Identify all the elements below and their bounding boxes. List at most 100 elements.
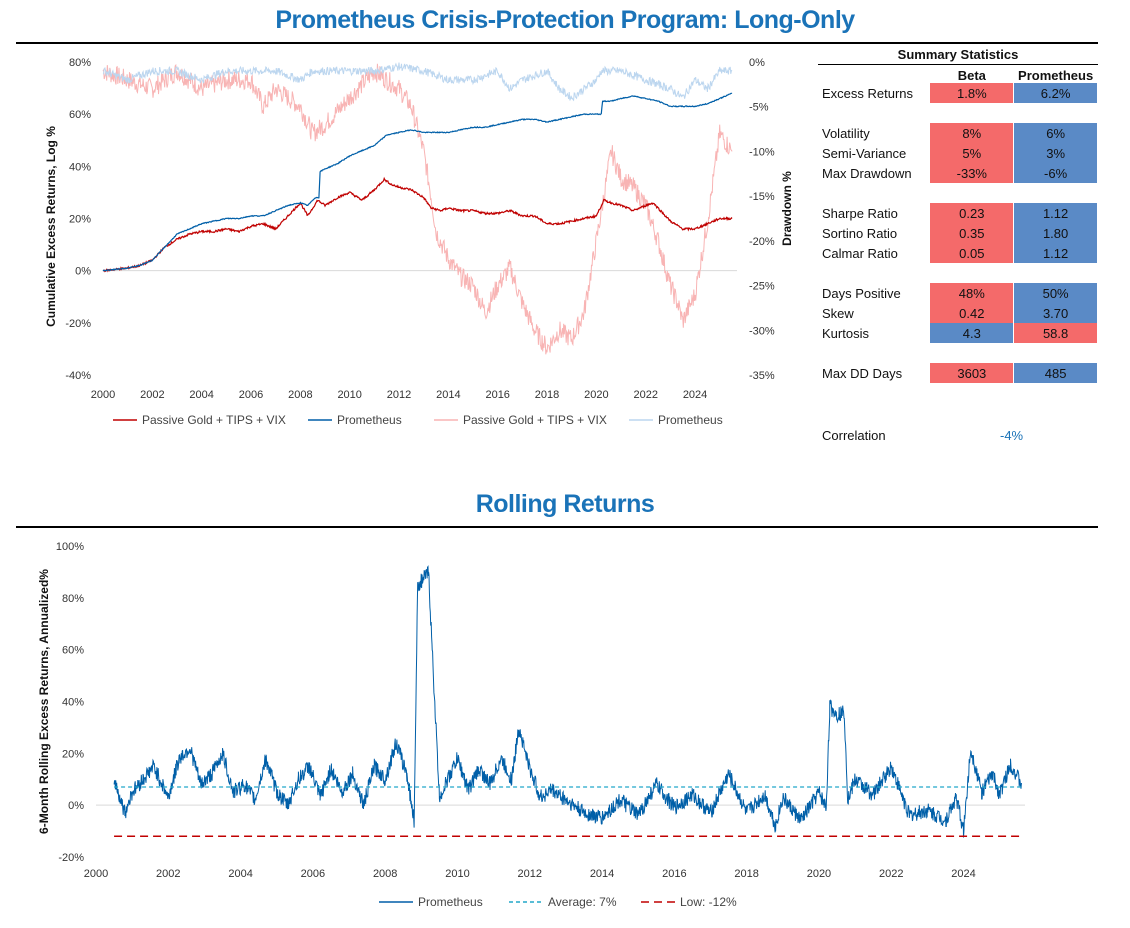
x-tick-label: 2010 xyxy=(445,868,469,880)
series-line-3 xyxy=(102,62,733,102)
y-tick-label: 60% xyxy=(62,645,84,657)
stat-beta-value: -33% xyxy=(930,163,1014,183)
stat-label: Kurtosis xyxy=(822,325,869,341)
y-axis-title: Cumulative Excess Returns, Log % xyxy=(44,126,58,327)
x-tick-label: 2018 xyxy=(734,868,758,880)
y-tick-label: 60% xyxy=(69,109,91,121)
cumulative-returns-chart: 80% 60% 40% 20% 0% -20% -40% 0% -5% -10% -15% -20% -… xyxy=(44,57,794,427)
x-tick-label: 2016 xyxy=(662,868,686,880)
group-spacer xyxy=(818,103,1098,123)
y2-tick-label: -35% xyxy=(749,370,775,382)
y2-tick-label: -10% xyxy=(749,146,775,158)
x-tick-label: 2002 xyxy=(156,868,180,880)
stat-row: Excess Returns 1.8% 6.2% xyxy=(818,83,1098,103)
legend-label: Passive Gold + TIPS + VIX xyxy=(463,413,607,427)
rolling-returns-chart: 100% 80% 60% 40% 20% 0% -20%2000 2002 2004 2006 20… xyxy=(37,541,1025,909)
x-tick-label: 2008 xyxy=(373,868,397,880)
main-chart-title: Prometheus Crisis-Protection Program: Lo… xyxy=(275,6,855,34)
group-spacer xyxy=(818,263,1098,283)
stat-row: Semi-Variance 5% 3% xyxy=(818,143,1098,163)
group-spacer xyxy=(818,343,1098,363)
y2-tick-label: -20% xyxy=(749,236,775,248)
stat-beta-value: 0.35 xyxy=(930,223,1014,243)
title-rule-top xyxy=(16,42,1098,44)
series-line-2 xyxy=(102,63,733,355)
stat-prometheus-value: 6% xyxy=(1014,123,1098,143)
x-tick-label: 2000 xyxy=(84,868,108,880)
stat-prometheus-value: 58.8 xyxy=(1014,323,1098,343)
stat-label: Sharpe Ratio xyxy=(822,205,898,221)
summary-header-row: Beta Prometheus xyxy=(818,65,1098,83)
legend-label: Passive Gold + TIPS + VIX xyxy=(142,413,286,427)
y-tick-label: 0% xyxy=(68,800,84,812)
stat-row: Max Drawdown -33% -6% xyxy=(818,163,1098,183)
legend-label: Prometheus xyxy=(658,413,723,427)
correlation-label: Correlation xyxy=(822,428,886,443)
legend-label: Prometheus xyxy=(337,413,402,427)
y-tick-label: -40% xyxy=(65,370,91,382)
x-tick-label: 2020 xyxy=(807,868,831,880)
y-tick-label: 0% xyxy=(75,266,91,278)
stat-label: Semi-Variance xyxy=(822,145,907,161)
y-tick-label: -20% xyxy=(58,852,84,864)
title-rule-bottom xyxy=(16,526,1098,528)
stat-row: Kurtosis 4.3 58.8 xyxy=(818,323,1098,343)
x-tick-label: 2012 xyxy=(387,389,411,401)
stat-label: Sortino Ratio xyxy=(822,225,898,241)
y-tick-label: 80% xyxy=(62,593,84,605)
x-tick-label: 2006 xyxy=(301,868,325,880)
stat-beta-value: 8% xyxy=(930,123,1014,143)
stat-row: Skew 0.42 3.70 xyxy=(818,303,1098,323)
x-tick-label: 2024 xyxy=(951,868,975,880)
correlation-value: -4% xyxy=(1000,428,1024,443)
x-tick-label: 2020 xyxy=(584,389,608,401)
stat-prometheus-value: 1.80 xyxy=(1014,223,1098,243)
x-tick-label: 2008 xyxy=(288,389,312,401)
y-tick-label: 40% xyxy=(69,161,91,173)
stat-beta-value: 5% xyxy=(930,143,1014,163)
stat-row: Volatility 8% 6% xyxy=(818,123,1098,143)
y-tick-label: 40% xyxy=(62,697,84,709)
y-tick-label: -20% xyxy=(65,318,91,330)
stat-beta-value: 4.3 xyxy=(930,323,1014,343)
stat-label: Skew xyxy=(822,305,854,321)
legend-label: Prometheus xyxy=(418,895,483,909)
stat-label: Max Drawdown xyxy=(822,165,912,181)
stat-label: Max DD Days xyxy=(822,365,903,381)
stat-prometheus-value: 50% xyxy=(1014,283,1098,303)
series-line-1 xyxy=(102,92,733,272)
stat-row: Days Positive 48% 50% xyxy=(818,283,1098,303)
x-tick-label: 2022 xyxy=(633,389,657,401)
stat-row: Sharpe Ratio 0.23 1.12 xyxy=(818,203,1098,223)
group-spacer xyxy=(818,183,1098,203)
y2-tick-label: -15% xyxy=(749,191,775,203)
x-tick-label: 2006 xyxy=(239,389,263,401)
x-tick-label: 2002 xyxy=(140,389,164,401)
stat-row: Max DD Days 3603 485 xyxy=(818,363,1098,383)
rolling-series-line xyxy=(113,565,1022,838)
rolling-chart-title: Rolling Returns xyxy=(475,490,655,518)
stat-label: Calmar Ratio xyxy=(822,245,898,261)
y-tick-label: 20% xyxy=(69,214,91,226)
x-tick-label: 2016 xyxy=(485,389,509,401)
x-tick-label: 2012 xyxy=(518,868,542,880)
stat-beta-value: 1.8% xyxy=(930,83,1014,103)
x-tick-label: 2014 xyxy=(590,868,614,880)
y-axis-title: 6-Month Rolling Excess Returns, Annualiz… xyxy=(37,569,51,834)
legend-label: Low: -12% xyxy=(680,895,737,909)
stat-prometheus-value: 1.12 xyxy=(1014,243,1098,263)
stat-label: Excess Returns xyxy=(822,85,914,101)
y-tick-label: 100% xyxy=(56,541,84,553)
stat-prometheus-value: 6.2% xyxy=(1014,83,1098,103)
x-tick-label: 2024 xyxy=(683,389,707,401)
x-tick-label: 2014 xyxy=(436,389,460,401)
x-tick-label: 2004 xyxy=(189,389,213,401)
y2-tick-label: -25% xyxy=(749,281,775,293)
stat-row: Sortino Ratio 0.35 1.80 xyxy=(818,223,1098,243)
header-prometheus: Prometheus xyxy=(1018,68,1094,83)
stat-prometheus-value: 3.70 xyxy=(1014,303,1098,323)
y2-tick-label: -5% xyxy=(749,102,769,114)
legend-label: Average: 7% xyxy=(548,895,617,909)
series-line-0 xyxy=(102,176,733,273)
y2-tick-label: -30% xyxy=(749,325,775,337)
